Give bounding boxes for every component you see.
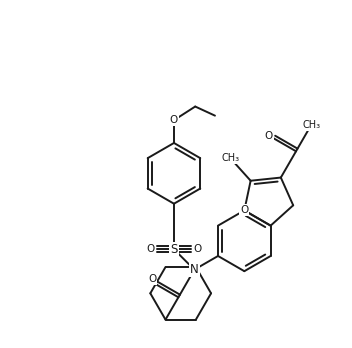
Text: CH₃: CH₃ [302,120,320,130]
Text: CH₃: CH₃ [221,153,239,163]
Text: O: O [170,115,178,125]
Text: O: O [265,130,273,141]
Text: O: O [146,244,155,254]
Text: O: O [148,274,156,284]
Text: O: O [240,205,249,215]
Text: O: O [193,244,201,254]
Text: N: N [190,263,199,276]
Text: S: S [170,243,178,256]
